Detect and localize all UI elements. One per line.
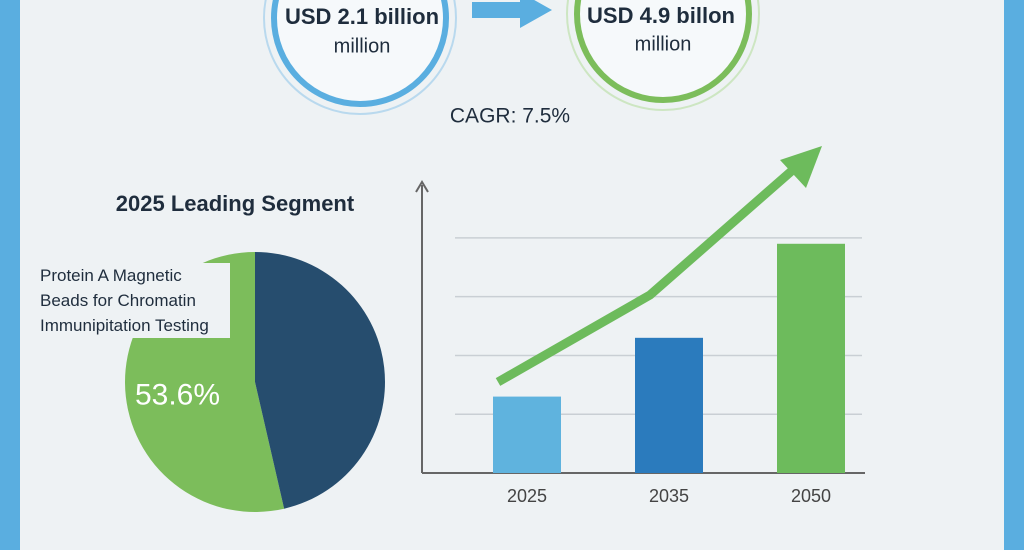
- pie-slice: [255, 252, 386, 509]
- growth-arrow: [472, 0, 552, 28]
- bar: [777, 243, 845, 473]
- start-ring: [263, 0, 457, 115]
- y-axis-arrow: [415, 180, 429, 193]
- pie-value-label: 53.6%: [135, 379, 220, 412]
- pie-title: 2025 Leading Segment: [116, 191, 355, 216]
- trend-arrow: [495, 164, 798, 386]
- x-tick-label: 2050: [791, 486, 831, 506]
- right-border: [1004, 0, 1024, 550]
- left-border: [0, 0, 20, 550]
- bar: [635, 337, 703, 473]
- bar: [493, 396, 561, 473]
- segment-label: Protein A Magnetic Beads for Chromatin I…: [40, 263, 230, 338]
- x-tick-label: 2025: [507, 486, 547, 506]
- bar-chart: 2025 2035 2050: [455, 237, 862, 506]
- end-circle: [574, 0, 752, 103]
- start-circle: [271, 0, 449, 107]
- start-value: USD 2.1 billion: [285, 4, 439, 29]
- start-unit: million: [334, 35, 391, 57]
- cagr: CAGR: 7.5%: [450, 105, 570, 128]
- x-tick-label: 2035: [649, 486, 689, 506]
- end-unit: million: [635, 33, 692, 55]
- trend-arrow-head: [780, 146, 822, 188]
- end-ring: [566, 0, 760, 111]
- end-value: USD 4.9 billon: [587, 3, 735, 28]
